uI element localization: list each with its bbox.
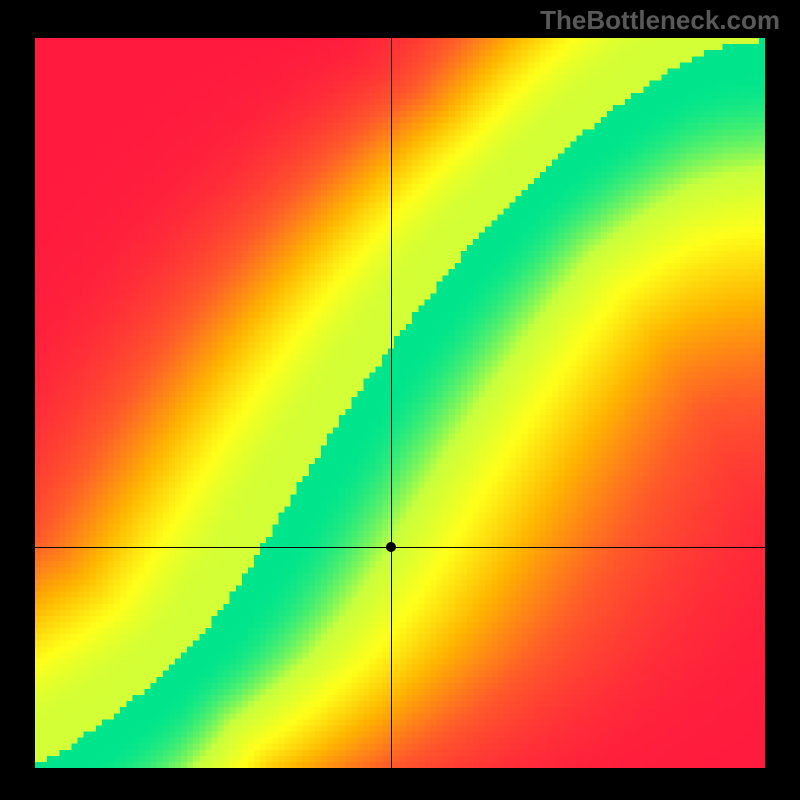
bottleneck-heatmap (35, 38, 765, 768)
watermark-text: TheBottleneck.com (540, 5, 780, 36)
crosshair-vertical (391, 38, 392, 768)
crosshair-marker (386, 542, 396, 552)
crosshair-horizontal (35, 547, 765, 548)
